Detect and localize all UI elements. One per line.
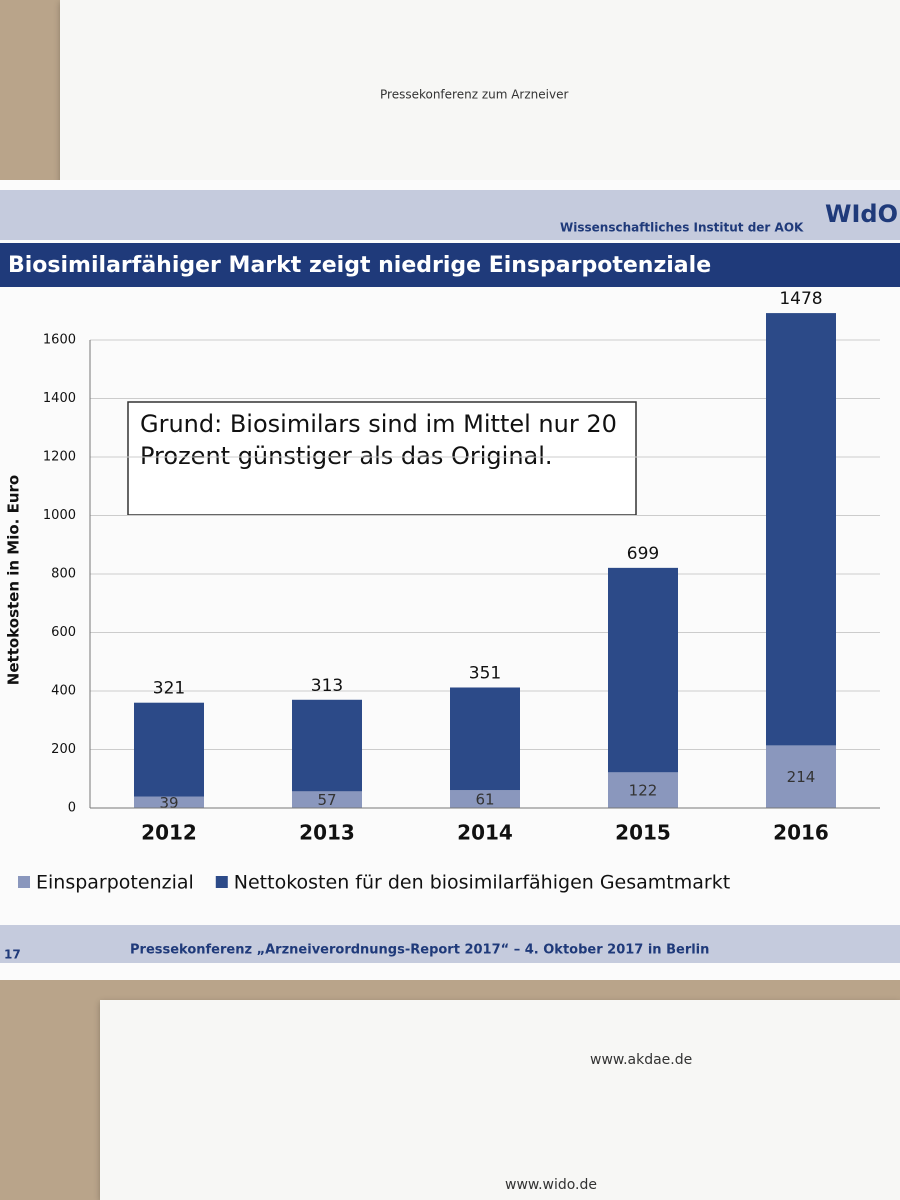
value-label: 321 xyxy=(153,679,185,699)
header-band xyxy=(0,190,900,240)
value-label: 1478 xyxy=(779,289,822,309)
value-label: 351 xyxy=(469,663,501,683)
y-axis-label: Nettokosten in Mio. Euro xyxy=(5,475,23,685)
back-paper xyxy=(100,1000,900,1200)
annotation-box xyxy=(127,401,637,516)
bar-segment xyxy=(134,796,204,808)
slide xyxy=(0,180,900,980)
legend-swatch xyxy=(18,876,30,888)
bar-segment xyxy=(608,567,678,773)
bar-segment xyxy=(450,790,520,808)
y-tick-label: 0 xyxy=(68,801,76,816)
value-label: 214 xyxy=(787,768,816,786)
bar-segment xyxy=(292,699,362,792)
y-tick-label: 600 xyxy=(51,625,76,640)
x-tick-label: 2016 xyxy=(773,821,829,845)
y-tick-label: 200 xyxy=(51,742,76,757)
bar-segment xyxy=(766,745,836,808)
back-web: www.akdae.de xyxy=(590,1052,692,1068)
value-label: 122 xyxy=(629,782,658,800)
x-tick-label: 2013 xyxy=(299,821,355,845)
value-label: 313 xyxy=(311,676,343,696)
bar-segment xyxy=(608,772,678,808)
y-tick-label: 1200 xyxy=(43,450,76,465)
legend-label: Nettokosten für den biosimilarfähigen Ge… xyxy=(234,872,730,894)
back-web: www.wido.de xyxy=(505,1177,597,1193)
chart-title: Biosimilarfähiger Markt zeigt niedrige E… xyxy=(8,253,711,278)
y-tick-label: 400 xyxy=(51,684,76,699)
footer: Pressekonferenz „Arzneiverordnungs-Repor… xyxy=(130,943,709,958)
logo: WIdO xyxy=(825,200,898,228)
value-label: 699 xyxy=(627,544,659,564)
x-tick-label: 2014 xyxy=(457,821,513,845)
x-tick-label: 2015 xyxy=(615,821,671,845)
value-label: 57 xyxy=(317,791,336,809)
annotation-wrap: Grund: Biosimilars sind im Mittel nur 20… xyxy=(140,410,617,470)
title-band xyxy=(0,243,900,287)
x-tick-label: 2012 xyxy=(141,821,197,845)
value-label: 39 xyxy=(159,794,178,812)
y-tick-label: 1600 xyxy=(43,333,76,348)
legend-swatch xyxy=(215,876,228,888)
back-note: Pressekonferenz zum Arzneiver xyxy=(380,88,568,102)
footer-band xyxy=(0,925,900,963)
bar-segment xyxy=(450,687,520,791)
back-paper xyxy=(60,0,900,190)
institute: Wissenschaftliches Institut der AOK xyxy=(560,221,804,235)
value-label: 61 xyxy=(475,791,494,809)
bar-segment xyxy=(292,791,362,808)
y-tick-label: 800 xyxy=(51,567,76,582)
bar-segment xyxy=(134,702,204,797)
page-number: 17 xyxy=(4,948,21,962)
annotation: Grund: Biosimilars sind im Mittel nur 20… xyxy=(140,410,617,470)
y-tick-label: 1000 xyxy=(43,508,76,523)
y-tick-label: 1400 xyxy=(43,391,76,406)
legend-label: Einsparpotenzial xyxy=(36,872,194,894)
bar-segment xyxy=(766,313,836,746)
